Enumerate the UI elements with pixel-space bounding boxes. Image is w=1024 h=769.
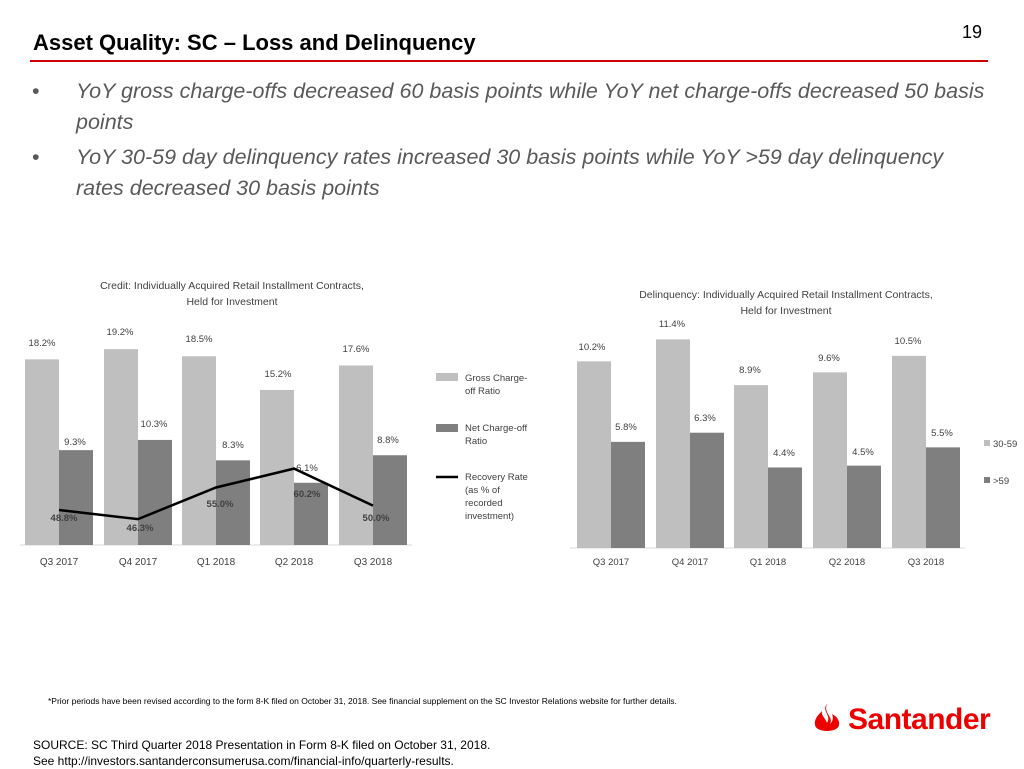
page-number: 19 (962, 22, 983, 42)
chart1-label-net: 10.3% (141, 419, 168, 430)
source-note: SOURCE: SC Third Quarter 2018 Presentati… (33, 737, 490, 769)
chart1-legend-label: Recovery Rate (465, 472, 528, 483)
chart1-label-gross: 15.2% (265, 369, 292, 380)
chart1-legend-label: investment) (465, 511, 514, 522)
chart1-title-line1: Credit: Individually Acquired Retail Ins… (100, 280, 364, 292)
bullet-item: • YoY gross charge-offs decreased 60 bas… (28, 76, 988, 138)
chart1-legend-label: Gross Charge- (465, 373, 527, 384)
chart2-x-tick: Q1 2018 (750, 557, 786, 568)
chart2-label-59plus: 6.3% (694, 413, 716, 424)
chart1-bar-gross (25, 359, 59, 545)
chart1-label-recovery: 55.0% (207, 499, 234, 510)
chart1-label-recovery: 48.8% (51, 513, 78, 524)
chart1-label-gross: 18.5% (186, 334, 213, 345)
title-rule (30, 60, 988, 62)
chart2-title-line1: Delinquency: Individually Acquired Retai… (639, 289, 933, 301)
bullet-text: YoY gross charge-offs decreased 60 basis… (76, 79, 985, 134)
chart2-label-30-59: 10.5% (895, 336, 922, 347)
source-line-2: See http://investors.santanderconsumerus… (33, 754, 454, 768)
chart1-label-recovery: 60.2% (294, 489, 321, 500)
chart2-x-tick: Q3 2018 (908, 557, 944, 568)
bullet-item: • YoY 30-59 day delinquency rates increa… (28, 142, 988, 204)
chart2-label-30-59: 10.2% (579, 342, 606, 353)
chart1-label-gross: 18.2% (29, 338, 56, 349)
chart2-bar-30-59 (656, 339, 690, 548)
chart2-label-59plus: 4.5% (852, 447, 874, 458)
chart1-bar-gross (339, 365, 373, 545)
chart1-bar-net (294, 482, 328, 545)
santander-logo: Santander (812, 703, 991, 737)
bullet-marker: • (32, 79, 40, 103)
chart1-label-net: 8.8% (377, 435, 399, 446)
chart2-x-tick: Q4 2017 (672, 557, 708, 568)
chart1-bar-gross (104, 349, 138, 545)
chart2-bar-30-59 (577, 361, 611, 548)
chart1-x-tick: Q3 2018 (354, 557, 393, 568)
chart2-title-line2: Held for Investment (740, 305, 831, 317)
chart1-x-tick: Q1 2018 (197, 557, 236, 568)
bullet-list: • YoY gross charge-offs decreased 60 bas… (28, 76, 988, 208)
footnote: *Prior periods have been revised accordi… (48, 696, 677, 706)
chart2-bar-59plus (690, 432, 724, 548)
chart1-label-recovery: 50.0% (363, 513, 390, 524)
chart1-bar-net (59, 450, 93, 545)
chart2-bar-59plus (926, 447, 960, 548)
chart1-legend-swatch-gross (436, 373, 458, 381)
bullet-marker: • (32, 145, 40, 169)
chart2-label-30-59: 11.4% (659, 319, 686, 330)
chart1-bar-net (138, 439, 172, 545)
chart2-bar-59plus (847, 465, 881, 548)
chart1-label-recovery: 46.3% (127, 523, 154, 534)
chart1-bar-gross (182, 356, 216, 545)
chart1-bar-net (216, 460, 250, 545)
page-title: Asset Quality: SC – Loss and Delinquency (33, 30, 476, 55)
source-line-1: SOURCE: SC Third Quarter 2018 Presentati… (33, 738, 491, 752)
chart2-bar-30-59 (734, 385, 768, 548)
logo-wordmark: Santander (848, 703, 991, 736)
chart1-bar-net (373, 455, 407, 545)
chart2-label-59plus: 5.8% (615, 422, 637, 433)
chart1-legend-label: Net Charge-off (465, 423, 527, 434)
chart1-label-net: 8.3% (222, 440, 244, 451)
chart2-label-59plus: 5.5% (931, 428, 953, 439)
chart2-x-tick: Q2 2018 (829, 557, 865, 568)
chart2-legend-swatch-30-59 (984, 440, 990, 446)
chart1-label-net: 6.1% (296, 463, 318, 474)
chart2-bar-30-59 (813, 372, 847, 548)
chart1-x-tick: Q3 2017 (40, 557, 79, 568)
chart2-bar-30-59 (892, 355, 926, 548)
flame-icon (814, 704, 840, 731)
chart1-label-gross: 17.6% (343, 344, 370, 355)
chart1-label-net: 9.3% (64, 437, 86, 448)
chart2-bar-59plus (768, 467, 802, 548)
chart2-label-59plus: 4.4% (773, 448, 795, 459)
chart1-x-tick: Q2 2018 (275, 557, 314, 568)
chart2-x-tick: Q3 2017 (593, 557, 629, 568)
chart2-bar-59plus (611, 441, 645, 548)
chart2-label-30-59: 8.9% (739, 365, 761, 376)
chart2-legend-label: >59 (993, 476, 1009, 487)
chart1-title-line2: Held for Investment (186, 296, 277, 308)
bullet-text: YoY 30-59 day delinquency rates increase… (76, 145, 944, 200)
chart1-legend-label: (as % of (465, 485, 500, 496)
chart1-bar-gross (260, 389, 294, 545)
chart2-legend-swatch-59plus (984, 477, 990, 483)
chart1-line-recovery (58, 467, 374, 521)
chart1-legend-swatch-net (436, 424, 458, 432)
chart1-legend-label: Ratio (465, 436, 487, 447)
chart2-label-30-59: 9.6% (818, 353, 840, 364)
chart1-legend-label: recorded (465, 498, 503, 509)
chart1-label-gross: 19.2% (107, 327, 134, 338)
chart1-legend-label: off Ratio (465, 386, 500, 397)
chart1-x-tick: Q4 2017 (119, 557, 158, 568)
chart2-legend-label: 30-59 (993, 439, 1017, 450)
